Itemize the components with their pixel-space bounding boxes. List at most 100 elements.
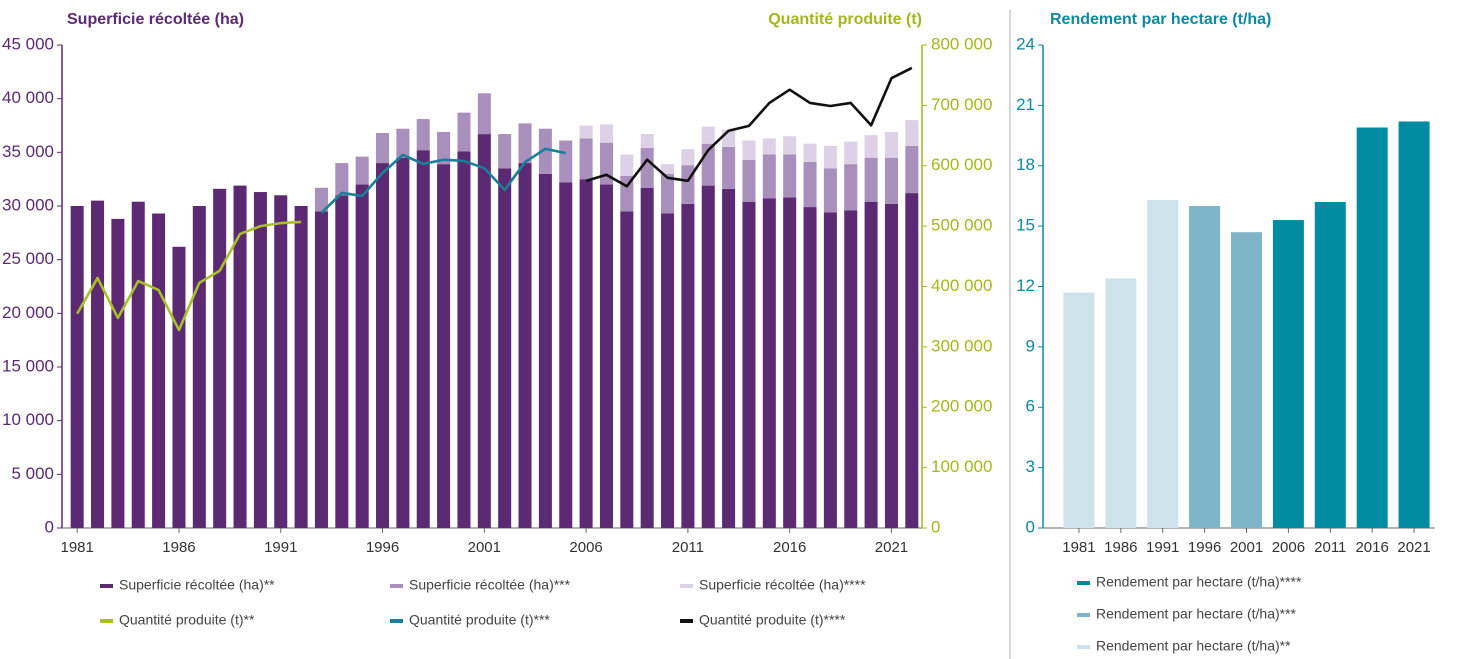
bar (416, 150, 430, 529)
line (320, 147, 567, 214)
bar (91, 200, 105, 528)
bar (884, 157, 898, 204)
bar (437, 131, 451, 165)
legend-label: Quantité produite (t)** (119, 612, 255, 628)
y-tick-label: 15 (1016, 216, 1035, 235)
bar (518, 123, 532, 164)
bar (1398, 121, 1430, 528)
bar (803, 161, 817, 208)
y-tick-label: 3 (1026, 457, 1035, 476)
y-tick-label: 45 000 (2, 34, 54, 53)
x-tick-label: 2016 (773, 539, 806, 556)
bar (213, 188, 227, 528)
x-tick-label: 1991 (1146, 539, 1179, 556)
y-tick-label: 35 000 (2, 142, 54, 161)
bar (661, 213, 675, 528)
legend-label: Superficie récoltée (ha)*** (409, 577, 571, 593)
y2-tick-label: 500 000 (931, 216, 992, 235)
bar (701, 126, 715, 144)
x-tick-label: 1986 (1104, 539, 1137, 556)
bar (396, 128, 410, 158)
bar (823, 212, 837, 528)
bar (477, 93, 491, 135)
bar (335, 163, 349, 196)
x-tick-label: 2016 (1355, 539, 1388, 556)
x-tick-label: 1996 (366, 539, 399, 556)
bar (762, 138, 776, 155)
bar (599, 124, 613, 143)
y-tick-label: 24 (1016, 34, 1035, 53)
bar (355, 184, 369, 529)
bar (905, 145, 919, 194)
bar (1314, 201, 1346, 528)
bar (884, 203, 898, 528)
bar (722, 146, 736, 189)
bar (233, 185, 247, 528)
bar (559, 182, 573, 529)
x-tick-label: 2001 (468, 539, 501, 556)
bar (884, 131, 898, 158)
y2-tick-label: 400 000 (931, 276, 992, 295)
y-tick-label: 40 000 (2, 88, 54, 107)
bar (192, 206, 206, 528)
x-tick-label: 2006 (569, 539, 602, 556)
bar (661, 164, 675, 174)
bar (579, 125, 593, 139)
bar (70, 206, 84, 528)
bar (681, 165, 695, 204)
y-tick-label: 0 (1026, 517, 1035, 536)
x-tick-label: 2021 (1397, 539, 1430, 556)
bar (823, 168, 837, 213)
bar (803, 143, 817, 162)
bar (559, 140, 573, 183)
bar (762, 154, 776, 199)
bar (844, 141, 858, 165)
x-tick-label: 2011 (672, 539, 704, 556)
bar (396, 157, 410, 528)
bar (722, 188, 736, 528)
bar (1147, 199, 1179, 528)
bar (905, 193, 919, 528)
bar (905, 120, 919, 146)
legend-label: Rendement par hectare (t/ha)*** (1096, 606, 1297, 622)
y-tick-label: 25 000 (2, 249, 54, 268)
y2-tick-label: 600 000 (931, 155, 992, 174)
y2-tick-label: 700 000 (931, 95, 992, 114)
bar (640, 134, 654, 149)
x-tick-label: 1981 (1062, 539, 1095, 556)
bar (172, 246, 186, 528)
bar (783, 154, 797, 198)
y-tick-label: 9 (1026, 336, 1035, 355)
bar (599, 184, 613, 529)
x-tick-label: 2011 (1314, 539, 1346, 556)
bar (742, 201, 756, 528)
bar (640, 187, 654, 528)
legend-label: Superficie récoltée (ha)**** (699, 577, 866, 593)
bar (620, 154, 634, 176)
bar (1105, 278, 1137, 528)
y2-tick-label: 0 (931, 517, 940, 536)
bar (681, 149, 695, 166)
bar (864, 201, 878, 528)
bar (1231, 232, 1262, 528)
bar (1272, 220, 1304, 528)
legend-label: Quantité produite (t)**** (699, 612, 846, 628)
bar (1063, 292, 1095, 528)
bar (844, 164, 858, 211)
bar (844, 210, 858, 528)
y-tick-label: 10 000 (2, 410, 54, 429)
bar (742, 159, 756, 202)
bar (640, 148, 654, 188)
bar (864, 135, 878, 158)
bar (864, 157, 878, 202)
bar (538, 128, 552, 174)
y-tick-label: 0 (45, 517, 54, 536)
bar (253, 192, 267, 528)
bar (599, 142, 613, 185)
bar (477, 134, 491, 528)
left-axis-title: Superficie récoltée (ha) (67, 11, 244, 28)
x-tick-label: 2001 (1230, 539, 1263, 556)
chart-title: Rendement par hectare (t/ha) (1050, 11, 1271, 28)
bar (376, 133, 390, 164)
x-tick-label: 1991 (264, 539, 297, 556)
